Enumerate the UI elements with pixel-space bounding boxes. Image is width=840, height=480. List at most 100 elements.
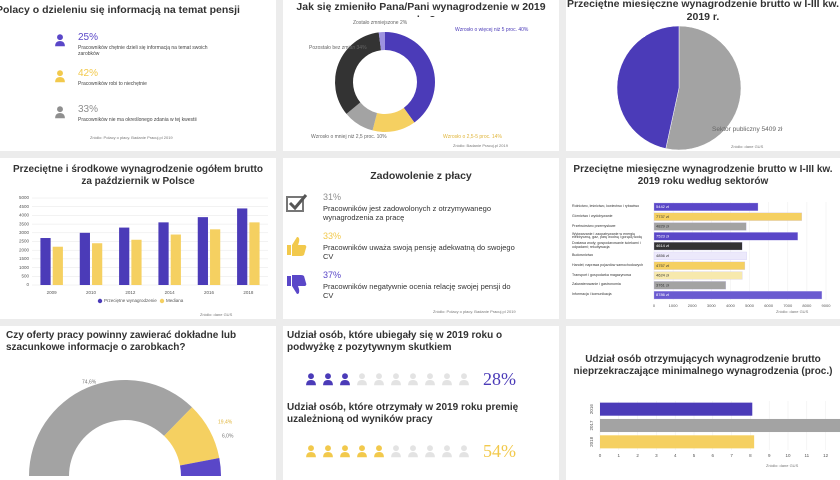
y-tick-label: 1000 <box>19 265 30 270</box>
panel: Przeciętne miesięczne wynagrodzenie brut… <box>566 0 840 151</box>
x-tick-label: 6000 <box>764 303 774 308</box>
panel-title: Udział osób, które ubiegały się w 2019 r… <box>287 330 503 353</box>
x-tick-label: 11 <box>804 453 809 458</box>
bar <box>249 222 260 285</box>
item-value: 31% <box>323 192 342 202</box>
x-tick-label: 5 <box>693 453 696 458</box>
legend-swatch <box>159 298 165 304</box>
x-tick-label: 9000 <box>822 303 832 308</box>
item-text: Pracowników uważa swoją pensję adekwatną… <box>323 243 515 261</box>
slice-label: Sektor publiczny 5409 zł <box>712 126 783 133</box>
person-icon-head <box>393 373 399 380</box>
person-icon-head <box>359 445 365 452</box>
panel-title: Udział osób, które otrzymały w 2019 roku… <box>287 402 519 425</box>
x-tick-label: 2010 <box>86 290 97 295</box>
person-icon-body <box>323 452 333 458</box>
x-tick-label: 2009 <box>47 290 58 295</box>
segment-label: Wzrosło o mniej niż 2,5 proc. 10% <box>311 134 387 140</box>
item-value-box: 33% <box>78 104 99 115</box>
category-label-box: Informacja i komunikacja <box>572 293 612 297</box>
x-tick-label: 2012 <box>125 290 136 295</box>
bar <box>653 202 759 211</box>
x-tick-label: 5000 <box>745 303 755 308</box>
source-box: Źródło: dane GUS <box>731 145 763 149</box>
item-value: 33% <box>78 104 99 115</box>
chart-title-box: Przeciętne i środkowe wynagrodzenie ogół… <box>13 164 263 187</box>
panel-title: Zadowolenie z płacy <box>370 170 472 182</box>
y-tick-label: 0 <box>26 282 29 287</box>
donut-segment <box>385 32 435 123</box>
category-label: Rolnictwo, leśnictwo, łowiectwo i rybact… <box>572 204 640 209</box>
chart-title: Udział osób otrzymujących wynagrodzenie … <box>573 354 833 377</box>
source: Źródło: Badanie Pracuj.pl 2019 <box>453 144 508 148</box>
y-tick-label: 500 <box>21 273 29 278</box>
x-tick-label: 2016 <box>204 290 215 295</box>
value-label: 4829 zł <box>656 224 669 229</box>
person-icon-body <box>459 452 469 458</box>
category-label-box: Zakwaterowanie i gastronomia <box>572 283 621 287</box>
x-tick-label: 8000 <box>802 303 812 308</box>
category-label: Wytwarzanie i zaopatrywanie w energię el… <box>572 231 643 240</box>
category-label: Budownictwo <box>572 253 594 258</box>
x-tick-label: 10 <box>785 453 791 458</box>
person-icon-head <box>461 373 467 380</box>
check-icon-mark <box>288 194 308 211</box>
panel: Przeciętne miesięczne wynagrodzenie brut… <box>566 158 840 319</box>
chart-title: Przeciętne miesięczne wynagrodzenie brut… <box>566 0 840 23</box>
pie-slice <box>665 25 742 151</box>
item-text-box: Pracowników chętnie dzieli się informacj… <box>78 45 208 57</box>
person-icon-body <box>459 380 469 386</box>
person-icon-head <box>410 445 416 452</box>
thumb-icon <box>287 237 307 256</box>
bar <box>653 242 743 251</box>
x-tick-label: 12 <box>823 453 829 458</box>
item-text: Pracowników jest zadowolonych z otrzymyw… <box>323 204 491 222</box>
segment-label-box: Zostało zmniejszone 2% <box>353 20 407 26</box>
item-text-box: Pracowników negatywnie ocenia relację sw… <box>323 282 511 300</box>
bar <box>210 229 221 285</box>
source-box: Źródło: dane GUS <box>776 310 808 314</box>
x-tick-label: 2 <box>636 453 639 458</box>
chart-title: Jak się zmieniło Pana/Pani wynagrodzenie… <box>296 1 546 17</box>
chart-title-box: Jak się zmieniło Pana/Pani wynagrodzenie… <box>296 1 546 17</box>
bar <box>92 243 103 285</box>
slice-label-box: Sektor prywatny 4717 zł <box>576 32 645 39</box>
person-icon-body <box>357 452 367 458</box>
value-label: 4614 zł <box>656 243 669 248</box>
value-label: 19,4% <box>218 419 233 425</box>
x-tick-label: 8 <box>749 453 752 458</box>
item-icon-head <box>57 34 63 41</box>
person-icon-head <box>376 445 382 452</box>
person-icon-body <box>425 452 435 458</box>
donut-segment <box>372 107 415 132</box>
bar <box>600 402 753 416</box>
person-icon-body <box>323 380 333 386</box>
panel-title-box: Udział osób, które otrzymały w 2019 roku… <box>287 402 519 425</box>
person-icon-head <box>325 373 331 380</box>
y-tick-label: 2500 <box>19 239 30 244</box>
category-label-box: Handel; naprawa pojazdów samochodowych <box>572 263 643 267</box>
x-tick-label: 4000 <box>726 303 736 308</box>
bar <box>119 227 130 285</box>
bar <box>40 238 51 285</box>
category-label: Transport i gospodarka magazynowa <box>572 272 631 277</box>
y-tick-label: 4000 <box>19 213 30 218</box>
donut-segment <box>335 32 381 114</box>
item-value: 33% <box>323 231 342 241</box>
item-text-box: Pracowników robi to niechętnie <box>78 81 147 87</box>
x-tick-label: 2000 <box>688 303 698 308</box>
y-tick-label: 3000 <box>19 230 30 235</box>
semidonut-segment <box>29 380 193 476</box>
bar <box>653 291 823 300</box>
y-tick-label: 2000 <box>19 247 30 252</box>
panel-title-box: Zadowolenie z płacy <box>370 170 472 182</box>
bar <box>653 261 746 270</box>
source: Źródło: Polacy o płacy. Badanie Pracuj.p… <box>433 310 516 314</box>
panel-background <box>283 158 559 319</box>
x-tick-label: 1 <box>618 453 621 458</box>
category-label: Górnictwo i wydobywanie <box>572 213 613 218</box>
item-icon-head <box>57 106 63 113</box>
person-icon-head <box>308 373 314 380</box>
item-text-box: Pracowników uważa swoją pensję adekwatną… <box>323 243 515 261</box>
